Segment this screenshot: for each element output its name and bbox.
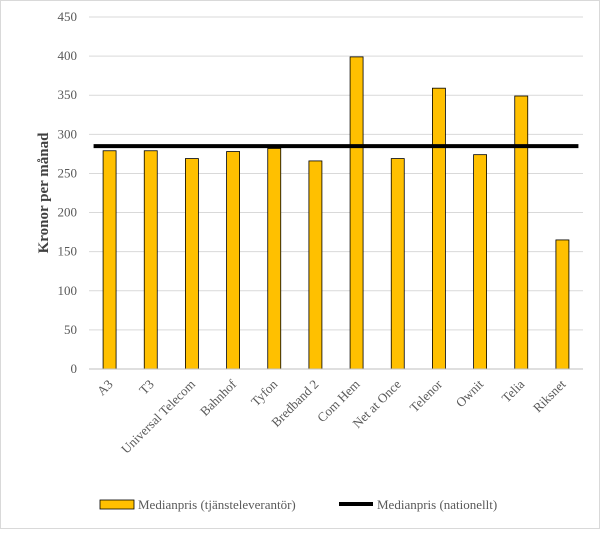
bar <box>143 150 158 370</box>
y-tick-label: 400 <box>58 48 78 63</box>
x-tick-label: Bahnhof <box>197 376 240 419</box>
y-tick-label: 50 <box>64 322 77 337</box>
x-tick-label: Riksnet <box>530 376 569 415</box>
x-tick-label: Universal Telecom <box>118 377 198 457</box>
bar <box>226 151 240 370</box>
y-tick-label: 200 <box>58 205 78 220</box>
x-tick-label: A3 <box>94 377 116 399</box>
y-tick-label: 0 <box>71 361 78 376</box>
y-tick-label: 350 <box>58 87 78 102</box>
y-axis-ticks: 0 50 100 150 200 250 300 350 400 450 <box>58 9 78 376</box>
x-tick-label: T3 <box>136 377 157 398</box>
bar <box>308 160 323 370</box>
bar <box>267 148 282 370</box>
x-tick-label: Tyfon <box>248 376 281 409</box>
bar <box>349 56 364 370</box>
bar <box>555 239 570 370</box>
y-tick-label: 150 <box>58 244 78 259</box>
legend-swatch-provider <box>99 499 135 510</box>
bar <box>390 158 405 370</box>
y-tick-label: 250 <box>58 165 78 180</box>
y-axis-label: Kronor per månad <box>36 132 52 254</box>
bar <box>185 158 199 370</box>
x-tick-label: Telia <box>499 376 528 405</box>
bar <box>102 150 117 370</box>
y-tick-label: 300 <box>58 126 78 141</box>
bar <box>514 95 529 370</box>
legend-label-provider: Medianpris (tjänsteleverantör) <box>138 497 296 512</box>
legend: Medianpris (tjänsteleverantör) Medianpri… <box>99 497 497 512</box>
bar <box>473 154 487 370</box>
x-tick-label: Telenor <box>406 376 445 415</box>
y-tick-label: 100 <box>58 283 78 298</box>
bar <box>432 87 446 370</box>
legend-label-national: Medianpris (nationellt) <box>377 497 497 512</box>
bars <box>102 56 570 370</box>
x-tick-label: Ownit <box>453 376 487 410</box>
gridlines <box>89 16 583 331</box>
y-tick-label: 450 <box>58 9 78 24</box>
